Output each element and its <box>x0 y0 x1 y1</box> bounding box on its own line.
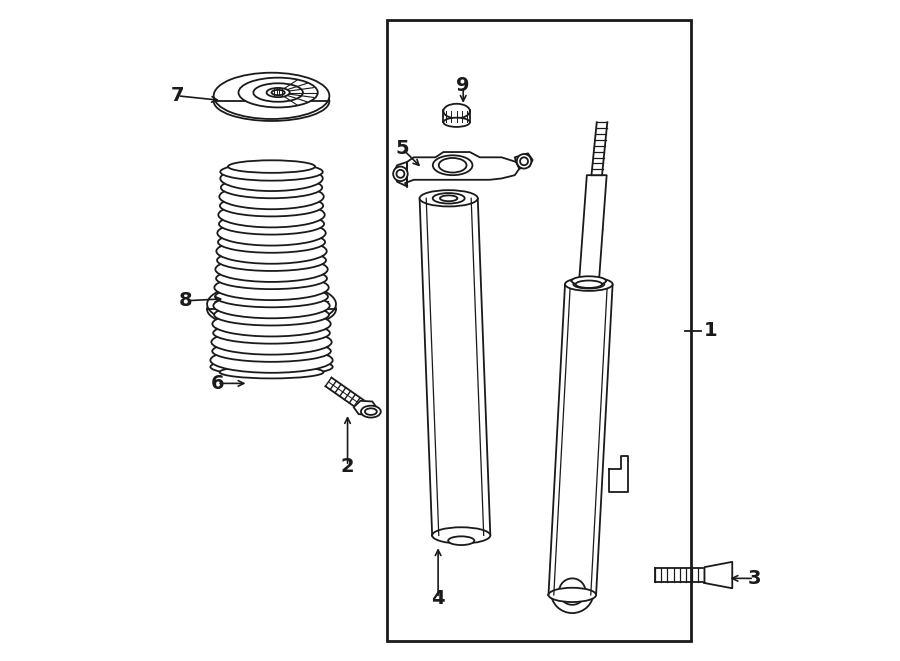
Ellipse shape <box>213 293 329 319</box>
Ellipse shape <box>212 340 331 362</box>
Ellipse shape <box>213 81 329 121</box>
Polygon shape <box>354 401 377 415</box>
Ellipse shape <box>576 280 602 288</box>
Ellipse shape <box>220 166 323 191</box>
Ellipse shape <box>252 295 292 311</box>
Ellipse shape <box>215 286 328 307</box>
Ellipse shape <box>215 256 328 282</box>
Polygon shape <box>572 281 606 284</box>
Ellipse shape <box>212 329 332 354</box>
Ellipse shape <box>266 295 277 300</box>
Ellipse shape <box>258 296 284 307</box>
Ellipse shape <box>572 276 606 286</box>
Ellipse shape <box>361 406 381 418</box>
Ellipse shape <box>439 158 466 173</box>
Ellipse shape <box>548 588 596 602</box>
Ellipse shape <box>212 311 330 336</box>
Polygon shape <box>515 153 533 169</box>
Ellipse shape <box>238 78 318 107</box>
Ellipse shape <box>440 196 457 201</box>
Ellipse shape <box>218 231 325 253</box>
Ellipse shape <box>220 184 324 209</box>
Ellipse shape <box>220 163 323 180</box>
Polygon shape <box>405 152 519 186</box>
Ellipse shape <box>517 154 531 169</box>
Ellipse shape <box>583 227 603 233</box>
Ellipse shape <box>559 578 586 605</box>
Ellipse shape <box>211 358 333 375</box>
Ellipse shape <box>573 280 604 288</box>
Ellipse shape <box>207 290 336 329</box>
Polygon shape <box>609 456 628 492</box>
Ellipse shape <box>272 90 284 95</box>
Ellipse shape <box>520 157 528 165</box>
Bar <box>387 20 691 641</box>
Ellipse shape <box>213 73 329 119</box>
Ellipse shape <box>397 170 404 178</box>
Ellipse shape <box>211 348 333 373</box>
Polygon shape <box>548 284 613 595</box>
Ellipse shape <box>219 202 325 227</box>
Ellipse shape <box>565 278 613 291</box>
Text: 1: 1 <box>705 321 718 340</box>
Text: 6: 6 <box>211 374 224 393</box>
Text: 9: 9 <box>456 77 470 95</box>
Text: 5: 5 <box>396 139 410 158</box>
Ellipse shape <box>207 282 336 327</box>
Ellipse shape <box>265 297 279 303</box>
Ellipse shape <box>432 527 491 543</box>
Ellipse shape <box>220 366 323 378</box>
Ellipse shape <box>216 268 327 289</box>
Polygon shape <box>705 562 733 588</box>
Text: 7: 7 <box>171 87 184 105</box>
Ellipse shape <box>419 190 478 206</box>
Ellipse shape <box>444 104 470 118</box>
Ellipse shape <box>364 408 377 415</box>
Ellipse shape <box>213 323 330 344</box>
Ellipse shape <box>220 195 323 216</box>
Ellipse shape <box>266 88 290 97</box>
Text: 8: 8 <box>179 292 193 310</box>
Ellipse shape <box>433 193 464 204</box>
Polygon shape <box>394 162 407 186</box>
Ellipse shape <box>214 275 328 300</box>
Ellipse shape <box>444 118 470 127</box>
Ellipse shape <box>448 536 474 545</box>
Text: 3: 3 <box>747 569 760 588</box>
Text: 2: 2 <box>341 457 355 475</box>
Ellipse shape <box>393 167 408 181</box>
Ellipse shape <box>217 250 326 271</box>
Ellipse shape <box>216 239 327 264</box>
Ellipse shape <box>214 304 328 325</box>
Ellipse shape <box>217 220 326 246</box>
Text: 4: 4 <box>431 589 445 607</box>
Ellipse shape <box>220 177 322 198</box>
Ellipse shape <box>219 214 324 235</box>
Ellipse shape <box>228 161 315 173</box>
Ellipse shape <box>254 83 303 102</box>
Polygon shape <box>419 198 491 535</box>
Ellipse shape <box>551 570 594 613</box>
Ellipse shape <box>433 155 472 175</box>
Polygon shape <box>579 175 607 284</box>
Bar <box>444 110 470 122</box>
